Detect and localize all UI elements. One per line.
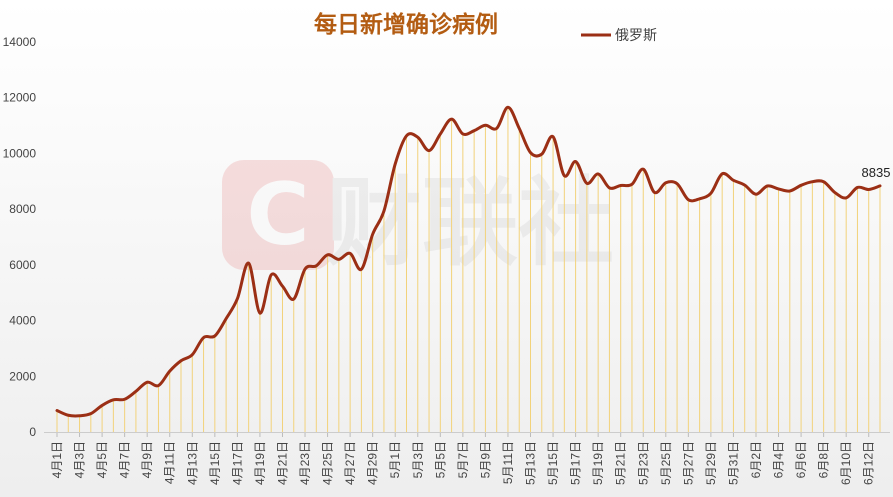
x-tick-label: 6月12日 xyxy=(862,441,876,485)
x-tick-label: 5月25日 xyxy=(659,441,673,485)
x-tick-label: 4月13日 xyxy=(185,441,199,485)
x-tick-label: 4月29日 xyxy=(366,441,380,485)
x-tick-label: 4月19日 xyxy=(253,441,267,485)
x-tick-label: 4月7日 xyxy=(118,441,132,478)
x-tick-label: 5月11日 xyxy=(501,441,515,484)
x-tick-label: 5月19日 xyxy=(591,441,605,485)
x-tick-label: 4月25日 xyxy=(321,441,335,485)
chart-title: 每日新增确诊病例 xyxy=(314,11,498,38)
y-tick-label: 2000 xyxy=(9,369,36,383)
x-tick-label: 6月8日 xyxy=(817,441,831,478)
svg-text:C: C xyxy=(246,165,309,265)
x-tick-label: 5月5日 xyxy=(433,441,447,478)
series-line-russia xyxy=(55,105,882,418)
x-tick-label: 4月5日 xyxy=(95,441,109,478)
x-tick-label: 4月9日 xyxy=(140,441,154,478)
y-tick-label: 14000 xyxy=(3,35,37,49)
y-tick-label: 12000 xyxy=(3,91,37,105)
x-tick-label: 6月2日 xyxy=(749,441,763,478)
legend: 俄罗斯 xyxy=(581,28,657,44)
x-tick-label: 5月15日 xyxy=(546,441,560,485)
x-tick-label: 5月27日 xyxy=(681,441,695,485)
x-tick-label: 6月4日 xyxy=(772,441,786,478)
x-tick-label: 4月21日 xyxy=(275,441,289,485)
x-tick-label: 4月11日 xyxy=(163,441,177,484)
x-tick-label: 5月9日 xyxy=(478,441,492,478)
y-tick-label: 10000 xyxy=(3,146,37,160)
data-stems xyxy=(56,107,881,432)
x-tick-label: 5月1日 xyxy=(388,441,402,478)
x-tick-label: 5月21日 xyxy=(614,441,628,485)
y-tick-label: 8000 xyxy=(9,202,36,216)
x-tick-label: 4月27日 xyxy=(343,441,357,485)
x-tick-label: 6月6日 xyxy=(794,441,808,478)
x-tick-label: 4月3日 xyxy=(73,441,87,478)
x-tick-label: 5月17日 xyxy=(569,441,583,485)
x-tick-label: 5月31日 xyxy=(726,441,740,485)
x-axis-ticks: 4月1日 4月3日 4月5日 4月7日 4月9日 4月11日 4月13日 4月15日 4月17日… xyxy=(50,432,876,485)
x-tick-label: 6月10日 xyxy=(839,441,853,485)
x-tick-label: 4月15日 xyxy=(208,441,222,485)
watermark-text: 财联社 xyxy=(326,167,614,279)
x-tick-label: 5月23日 xyxy=(636,441,650,485)
x-tick-label: 4月1日 xyxy=(50,441,64,478)
watermark-logo: C 财联社 xyxy=(222,160,614,279)
data-label-last: 8835 xyxy=(862,165,891,180)
y-axis-ticks: 0 2000 4000 6000 8000 10000 12000 14000 xyxy=(3,35,37,439)
y-tick-label: 0 xyxy=(29,425,36,439)
x-tick-label: 4月23日 xyxy=(298,441,312,485)
x-tick-label: 5月29日 xyxy=(704,441,718,485)
y-tick-label: 4000 xyxy=(9,314,36,328)
x-tick-label: 5月3日 xyxy=(411,441,425,478)
y-tick-label: 6000 xyxy=(9,258,36,272)
x-tick-label: 5月7日 xyxy=(456,441,470,478)
x-tick-label: 4月17日 xyxy=(230,441,244,485)
legend-label: 俄罗斯 xyxy=(615,28,657,44)
x-tick-label: 5月13日 xyxy=(524,441,538,485)
